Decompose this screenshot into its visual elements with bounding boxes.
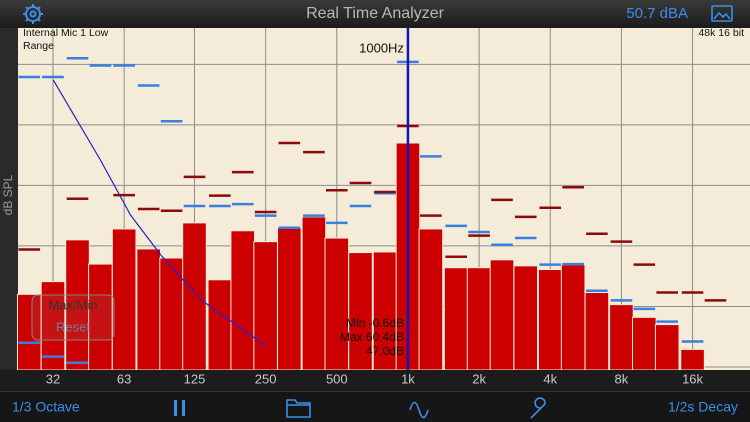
input-label: Internal Mic 1 Low bbox=[23, 27, 109, 39]
bar bbox=[418, 228, 444, 371]
x-tick-label: 32 bbox=[46, 371, 60, 386]
x-axis-strip bbox=[0, 370, 750, 391]
max-min-label[interactable]: Max/Min bbox=[48, 297, 97, 312]
min-readout: Min -0.6dB bbox=[346, 316, 404, 330]
x-tick-label: 8k bbox=[615, 371, 629, 386]
level-readout: 50.7 dBA bbox=[626, 5, 688, 22]
bar bbox=[584, 292, 610, 371]
bar bbox=[632, 316, 657, 371]
x-tick-label: 125 bbox=[184, 371, 206, 386]
bar bbox=[466, 267, 492, 371]
format-label: 48k 16 bit bbox=[698, 27, 744, 39]
bar bbox=[537, 269, 563, 371]
bar bbox=[277, 227, 302, 371]
bar bbox=[443, 267, 469, 371]
x-tick-label: 4k bbox=[543, 371, 557, 386]
x-axis: 32 63 125 250 500 1k 2k 4k 8k 16k bbox=[46, 371, 704, 386]
filter-curve bbox=[52, 79, 267, 347]
decay-button[interactable]: 1/2s Decay bbox=[668, 399, 738, 415]
bar bbox=[489, 259, 515, 371]
bar bbox=[560, 264, 586, 371]
bar bbox=[230, 230, 256, 371]
bar bbox=[609, 304, 634, 371]
bar bbox=[513, 265, 539, 371]
bar bbox=[301, 216, 327, 371]
app-title: Real Time Analyzer bbox=[306, 5, 445, 22]
reset-label[interactable]: Reset bbox=[56, 319, 90, 334]
bar bbox=[207, 279, 233, 371]
bar bbox=[136, 248, 161, 371]
waveform-button[interactable] bbox=[409, 401, 429, 419]
octave-button[interactable]: 1/3 Octave bbox=[12, 399, 80, 415]
input-range-label: Range bbox=[23, 40, 54, 52]
pause-button[interactable] bbox=[174, 400, 185, 416]
bar bbox=[111, 228, 137, 371]
max-readout: Max 60.4dB bbox=[340, 330, 404, 344]
plot: 1000Hz bbox=[16, 28, 750, 391]
title-bar bbox=[0, 0, 750, 28]
settings-button[interactable] bbox=[530, 397, 546, 419]
value-readout: 47.0dB bbox=[366, 344, 404, 358]
bar bbox=[253, 241, 278, 371]
x-tick-label: 63 bbox=[117, 371, 131, 386]
x-tick-label: 2k bbox=[472, 371, 486, 386]
y-axis-label: dB SPL bbox=[1, 174, 15, 215]
settings-icon[interactable] bbox=[23, 4, 43, 24]
x-tick-label: 250 bbox=[255, 371, 277, 386]
image-icon[interactable] bbox=[711, 5, 733, 22]
cursor-label: 1000Hz bbox=[359, 40, 404, 55]
bar bbox=[159, 257, 184, 371]
bar bbox=[324, 237, 350, 371]
x-tick-label: 1k bbox=[401, 371, 415, 386]
bar bbox=[654, 324, 680, 371]
max-min-button[interactable] bbox=[31, 294, 115, 341]
y-axis-strip bbox=[0, 28, 18, 370]
bar bbox=[182, 222, 207, 371]
folder-button[interactable] bbox=[286, 399, 311, 418]
bar bbox=[680, 348, 705, 371]
x-tick-label: 500 bbox=[326, 371, 348, 386]
toolbar bbox=[0, 391, 750, 422]
x-tick-label: 16k bbox=[682, 371, 703, 386]
